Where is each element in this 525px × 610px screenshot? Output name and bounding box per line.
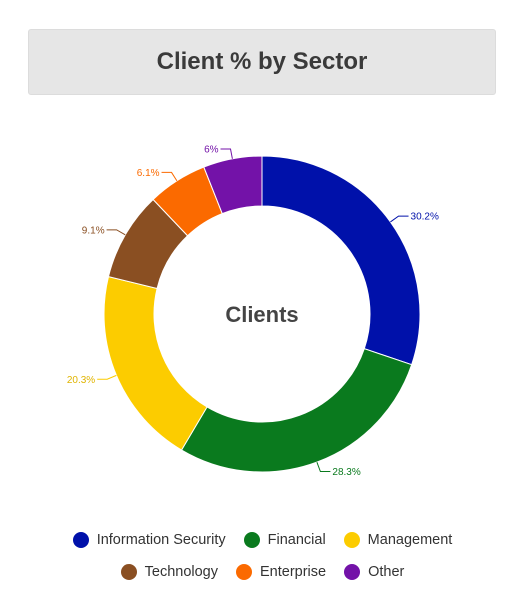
donut-slice-management[interactable] bbox=[103, 276, 208, 451]
legend-swatch bbox=[344, 564, 361, 580]
legend-swatch bbox=[236, 564, 252, 580]
data-label: 6.1% bbox=[137, 168, 160, 179]
legend-label: Management bbox=[367, 532, 453, 548]
legend-row: Information Security Financial Management bbox=[0, 526, 525, 554]
chart-title: Client % by Sector bbox=[156, 48, 368, 75]
center-label: Clients bbox=[225, 302, 298, 327]
legend-item-information-security[interactable]: Information Security bbox=[72, 532, 226, 548]
legend-item-other[interactable]: Other bbox=[344, 564, 404, 580]
legend-swatch bbox=[72, 532, 89, 548]
leader-line bbox=[220, 148, 233, 159]
legend-swatch bbox=[243, 532, 260, 548]
leader-line bbox=[97, 374, 117, 380]
donut-slice-financial[interactable] bbox=[180, 348, 413, 473]
legend-swatch bbox=[343, 532, 360, 548]
donut-slice-other[interactable] bbox=[203, 155, 263, 215]
legend-item-management[interactable]: Management bbox=[343, 532, 453, 548]
data-label: 20.3% bbox=[67, 375, 95, 386]
legend-label: Financial bbox=[267, 532, 326, 548]
data-label: 9.1% bbox=[82, 225, 105, 236]
legend-label: Information Security bbox=[96, 532, 226, 548]
leader-line bbox=[161, 171, 178, 182]
data-label: 30.2% bbox=[411, 212, 439, 223]
legend: Information Security Financial Management … bbox=[0, 526, 525, 590]
legend-item-enterprise[interactable]: Enterprise bbox=[236, 564, 326, 580]
legend-label: Other bbox=[368, 564, 405, 580]
leader-line bbox=[390, 215, 409, 223]
legend-label: Enterprise bbox=[260, 564, 327, 580]
donut-slice-information-security[interactable] bbox=[261, 155, 421, 366]
leader-line bbox=[106, 229, 126, 236]
legend-label: Technology bbox=[144, 564, 218, 580]
legend-swatch bbox=[120, 564, 137, 580]
chart-title-bar: Client % by Sector bbox=[28, 29, 496, 95]
legend-item-financial[interactable]: Financial bbox=[243, 532, 326, 548]
data-label: 6% bbox=[204, 144, 219, 155]
donut-chart: 30.2% 28.3% 20.3% 9.1% 6.1% 6% Clients bbox=[67, 144, 439, 478]
data-label: 28.3% bbox=[332, 467, 360, 478]
leader-line bbox=[316, 461, 331, 473]
legend-item-technology[interactable]: Technology bbox=[120, 564, 218, 580]
legend-row: Technology Enterprise Other bbox=[0, 558, 525, 586]
